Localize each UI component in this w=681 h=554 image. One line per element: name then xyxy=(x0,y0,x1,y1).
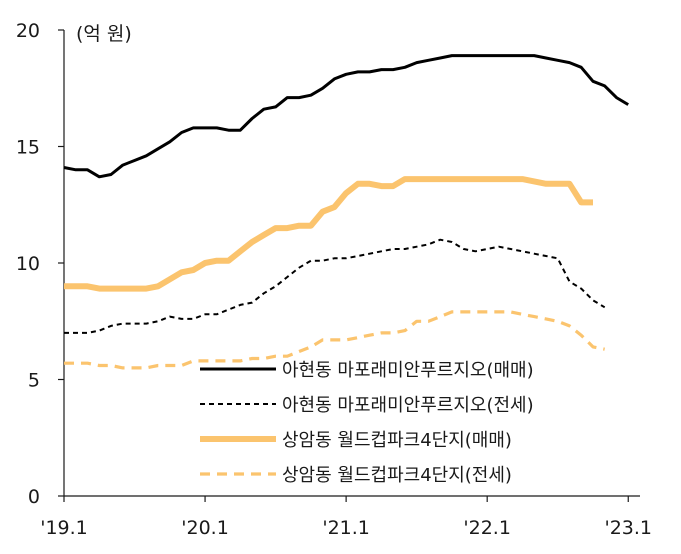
legend-label: 상암동 월드컵파크4단지(전세) xyxy=(282,465,512,486)
legend-label: 아현동 마포래미안푸르지오(전세) xyxy=(282,395,534,416)
series-line xyxy=(64,176,593,292)
x-tick-label: '23.1 xyxy=(604,517,652,539)
y-tick-label: 15 xyxy=(16,137,40,159)
series-layer xyxy=(63,54,629,370)
y-axis-ticks: 0 5 10 15 20 xyxy=(16,20,64,508)
legend-label: 상암동 월드컵파크4단지(매매) xyxy=(282,430,512,451)
y-tick-label: 10 xyxy=(16,253,40,275)
x-tick-label: '22.1 xyxy=(463,517,511,539)
x-axis-ticks: '19.1 '20.1 '21.1 '22.1 '23.1 xyxy=(40,496,652,539)
x-tick-label: '20.1 xyxy=(181,517,229,539)
legend-label: 아현동 마포래미안푸르지오(매매) xyxy=(282,360,534,381)
unit-label: (억 원) xyxy=(76,23,132,45)
axes xyxy=(63,30,640,497)
y-tick-label: 0 xyxy=(28,486,40,508)
x-tick-label: '21.1 xyxy=(322,517,370,539)
series-line xyxy=(64,238,606,334)
x-tick-label: '19.1 xyxy=(40,517,88,539)
series-line xyxy=(63,54,629,179)
series-line xyxy=(64,310,606,370)
y-tick-label: 5 xyxy=(28,370,40,392)
y-tick-label: 20 xyxy=(16,20,40,42)
legend: 아현동 마포래미안푸르지오(매매) 아현동 마포래미안푸르지오(전세) 상암동 월드… xyxy=(200,360,534,486)
